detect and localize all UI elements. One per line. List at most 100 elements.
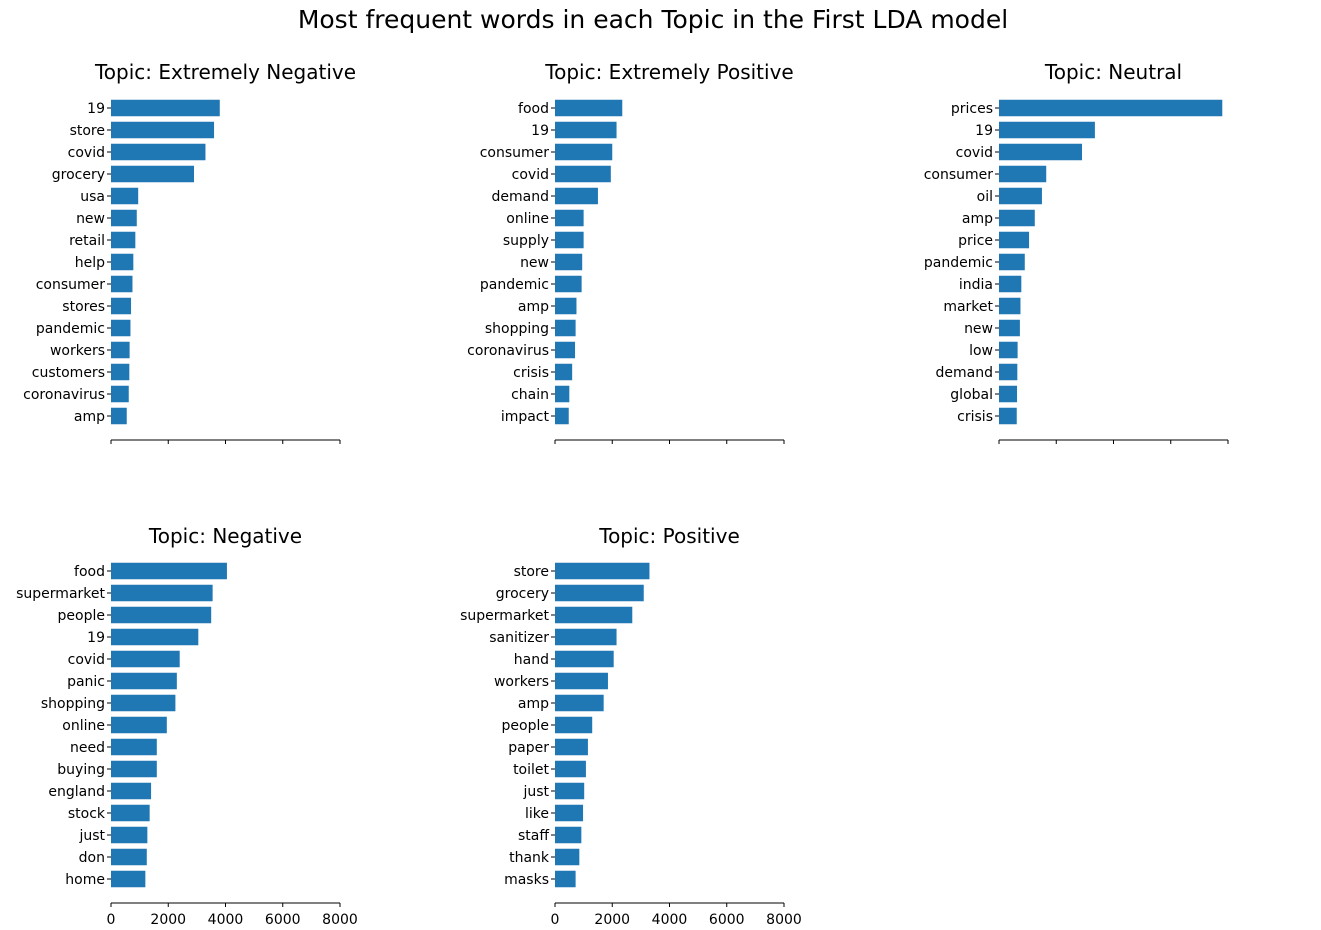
category-label: people xyxy=(502,718,549,734)
x-tick-label: 6000 xyxy=(265,912,301,928)
bar xyxy=(111,870,146,888)
bar xyxy=(111,694,176,712)
x-tick-label: 0 xyxy=(107,912,116,928)
category-label: 19 xyxy=(87,101,105,117)
x-tick-label: 2000 xyxy=(150,912,186,928)
category-label: coronavirus xyxy=(23,387,105,403)
category-label: store xyxy=(70,123,105,139)
bar xyxy=(111,231,136,249)
category-label: consumer xyxy=(924,167,994,183)
category-label: masks xyxy=(504,872,549,888)
category-label: like xyxy=(525,806,549,822)
category-label: just xyxy=(78,828,105,844)
bar xyxy=(555,209,584,227)
x-tick-label: 0 xyxy=(551,912,560,928)
bar xyxy=(999,275,1022,293)
topic-panel: Topic: Neutral prices 19 covid consumer oil am… xyxy=(924,60,1229,444)
bar xyxy=(555,606,633,624)
bar xyxy=(555,738,588,756)
category-label: amp xyxy=(518,696,549,712)
topic-panel: Topic: Positive store grocery supermarket sa… xyxy=(460,524,802,928)
panel-title: Topic: Extremely Positive xyxy=(544,60,793,84)
bar xyxy=(555,650,614,668)
category-label: online xyxy=(506,211,549,227)
category-label: impact xyxy=(501,409,550,425)
category-label: pandemic xyxy=(36,321,105,337)
bar xyxy=(111,275,133,293)
x-tick-label: 8000 xyxy=(322,912,358,928)
bar xyxy=(999,385,1018,403)
figure-title: Most frequent words in each Topic in the… xyxy=(298,5,1008,34)
bar xyxy=(111,848,147,866)
bar xyxy=(555,319,576,337)
category-label: covid xyxy=(68,652,105,668)
bar xyxy=(111,760,157,778)
bar xyxy=(555,760,586,778)
bar xyxy=(555,253,583,271)
bar xyxy=(111,826,148,844)
bar xyxy=(111,672,177,690)
bar xyxy=(555,848,580,866)
category-label: need xyxy=(70,740,105,756)
bar xyxy=(555,231,584,249)
category-label: customers xyxy=(32,365,105,381)
bar xyxy=(111,363,130,381)
category-label: grocery xyxy=(52,167,105,183)
bar xyxy=(111,319,131,337)
category-label: low xyxy=(969,343,993,359)
category-label: food xyxy=(518,101,549,117)
category-label: help xyxy=(75,255,105,271)
bar xyxy=(111,121,215,139)
category-label: chain xyxy=(511,387,549,403)
category-label: just xyxy=(522,784,549,800)
bar xyxy=(555,694,604,712)
category-label: paper xyxy=(508,740,549,756)
category-label: online xyxy=(62,718,105,734)
category-label: hand xyxy=(514,652,549,668)
bar xyxy=(555,628,617,646)
category-label: coronavirus xyxy=(467,343,549,359)
category-label: england xyxy=(48,784,105,800)
bar xyxy=(999,297,1021,315)
bar xyxy=(555,99,623,117)
category-label: crisis xyxy=(513,365,549,381)
bar xyxy=(999,407,1017,425)
category-label: market xyxy=(943,299,993,315)
x-tick-label: 2000 xyxy=(594,912,630,928)
category-label: supermarket xyxy=(460,608,549,624)
bar xyxy=(555,716,593,734)
category-label: workers xyxy=(50,343,105,359)
bar xyxy=(111,385,129,403)
category-label: 19 xyxy=(975,123,993,139)
category-label: staff xyxy=(518,828,549,844)
category-label: don xyxy=(79,850,105,866)
category-label: supply xyxy=(503,233,549,249)
bar xyxy=(999,209,1035,227)
bar xyxy=(555,782,585,800)
category-label: demand xyxy=(936,365,993,381)
bar xyxy=(555,826,582,844)
category-label: workers xyxy=(494,674,549,690)
bar xyxy=(999,341,1018,359)
bar xyxy=(555,407,569,425)
x-tick-label: 8000 xyxy=(766,912,802,928)
bar xyxy=(111,606,212,624)
bar xyxy=(111,99,220,117)
bar xyxy=(111,650,180,668)
bar xyxy=(999,121,1095,139)
category-label: grocery xyxy=(496,586,549,602)
category-label: amp xyxy=(74,409,105,425)
bar xyxy=(111,253,134,271)
topic-panel: Topic: Extremely Positive food 19 consumer c… xyxy=(467,60,794,444)
panel-title: Topic: Extremely Negative xyxy=(94,60,356,84)
bar xyxy=(555,143,613,161)
category-label: oil xyxy=(977,189,993,205)
category-label: store xyxy=(514,564,549,580)
bar xyxy=(999,165,1047,183)
bar xyxy=(555,584,644,602)
category-label: thank xyxy=(509,850,550,866)
bar xyxy=(111,584,213,602)
category-label: pandemic xyxy=(924,255,993,271)
category-label: consumer xyxy=(480,145,550,161)
category-label: people xyxy=(58,608,105,624)
